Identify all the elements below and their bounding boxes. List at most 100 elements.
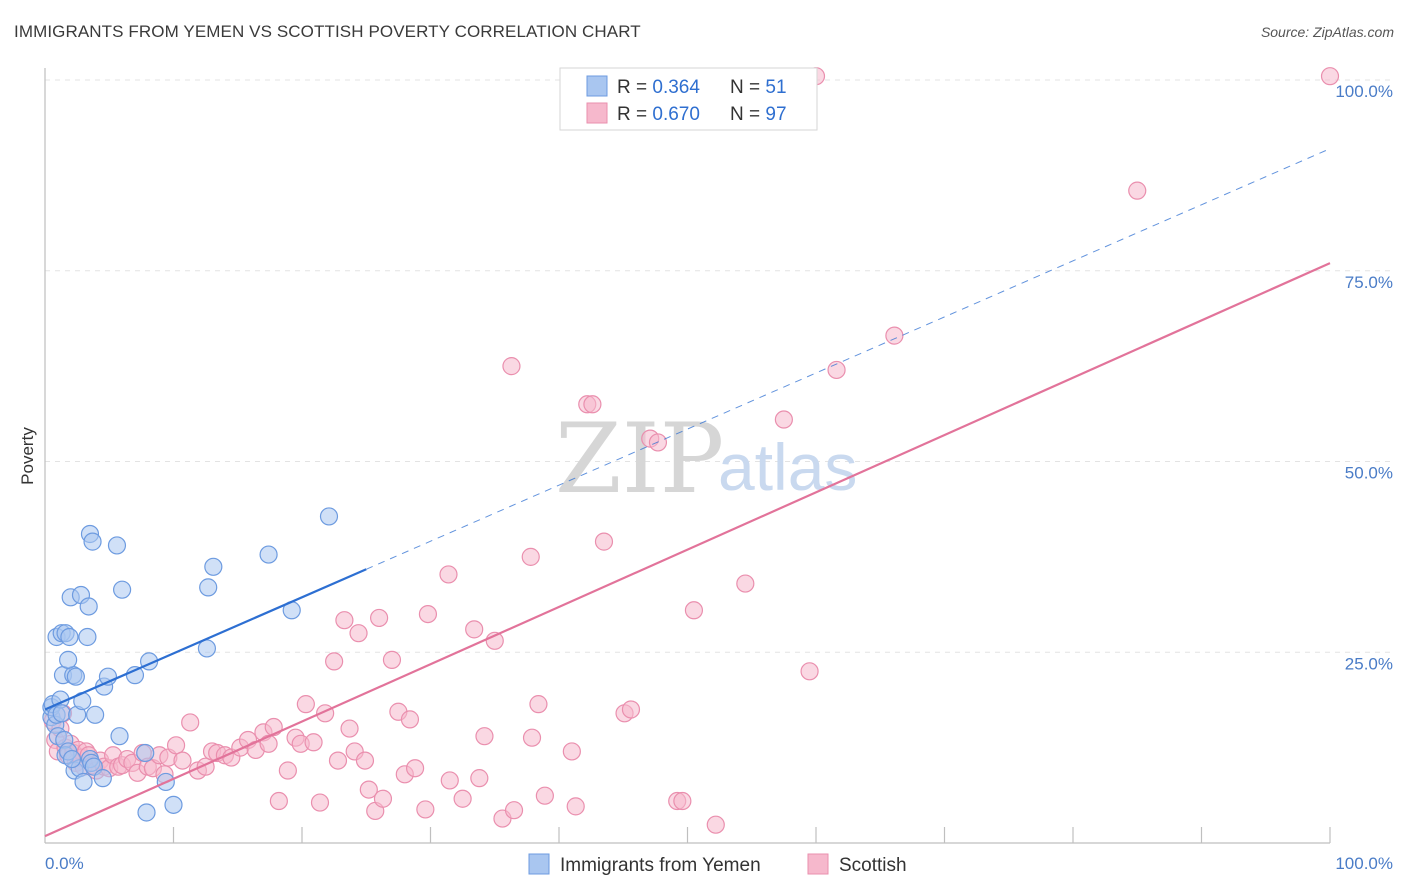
- source-label: Source: ZipAtlas.com: [1260, 24, 1394, 40]
- pink-point-52: [304, 733, 323, 752]
- blue-point-40: [112, 580, 132, 599]
- pink-point-77: [470, 769, 489, 788]
- pink-point-56: [328, 751, 348, 770]
- pink-point-87: [566, 797, 585, 816]
- pink-point-55: [325, 652, 344, 671]
- pink-point-85: [535, 786, 554, 805]
- svg-text:R = 0.670: R = 0.670: [617, 104, 700, 125]
- bottom-legend-label-yemen: Immigrants from Yemen: [560, 855, 761, 876]
- pink-point-69: [400, 710, 420, 729]
- stats-legend: R = 0.364 N = 51 R = 0.670 N = 97: [559, 67, 818, 131]
- pink-point-75: [453, 789, 472, 808]
- pink-point-51: [296, 695, 315, 714]
- blue-point-27: [83, 532, 102, 551]
- blue-point-38: [107, 536, 127, 555]
- blue-point-13: [52, 704, 71, 723]
- trend-yemen-solid: [44, 568, 367, 711]
- blue-point-42: [136, 743, 155, 763]
- x-tick-label-1: 100.0%: [1335, 854, 1393, 873]
- pink-point-84: [529, 695, 548, 714]
- pink-point-45: [259, 734, 278, 753]
- legend-n-label-1: N =: [730, 77, 765, 98]
- blue-point-28: [79, 597, 98, 616]
- blue-point-30: [59, 650, 78, 669]
- watermark-zip: ZIP: [555, 403, 724, 515]
- y-tick-label-0: 25.0%: [1345, 654, 1393, 673]
- legend-swatch-pink: [586, 102, 608, 124]
- pink-point-105: [1128, 181, 1147, 200]
- blue-point-35: [93, 769, 112, 788]
- pink-point-73: [440, 771, 459, 790]
- pink-point-65: [373, 789, 393, 808]
- blue-point-50: [259, 545, 278, 564]
- legend-swatch-blue: [586, 75, 608, 97]
- pink-point-100: [774, 410, 793, 429]
- pink-point-83: [522, 728, 542, 747]
- svg-text:N = 51: N = 51: [730, 77, 787, 98]
- blue-point-49: [204, 557, 223, 576]
- pink-point-101: [800, 662, 819, 681]
- blue-point-33: [62, 749, 82, 769]
- y-tick-label-3: 100.0%: [1335, 82, 1393, 101]
- legend-r-label-1: R =: [617, 77, 652, 98]
- blue-point-39: [110, 727, 129, 746]
- pink-point-89: [583, 395, 602, 414]
- blue-point-22: [74, 772, 93, 792]
- pink-point-106: [1320, 67, 1340, 86]
- blue-point-43: [137, 803, 156, 822]
- pink-point-81: [504, 801, 524, 820]
- blue-point-46: [164, 795, 183, 814]
- pink-point-86: [562, 742, 581, 761]
- pink-point-72: [418, 604, 438, 624]
- svg-text:N = 97: N = 97: [730, 104, 787, 125]
- blue-point-23: [78, 627, 97, 647]
- y-tick-label-1: 50.0%: [1345, 464, 1393, 483]
- pink-point-53: [310, 793, 330, 812]
- pink-point-98: [706, 815, 725, 834]
- pink-point-62: [359, 780, 378, 799]
- pink-point-104: [502, 357, 521, 376]
- y-tick-label-2: 75.0%: [1345, 273, 1393, 292]
- x-tick-marks: [172, 827, 1331, 843]
- svg-text:R = 0.364: R = 0.364: [617, 77, 700, 98]
- legend-n-value-1: 51: [765, 77, 786, 98]
- pink-point-71: [416, 800, 435, 819]
- bottom-legend-label-scottish: Scottish: [839, 855, 907, 876]
- trend-lines: [44, 148, 1331, 838]
- legend-r-label-2: R =: [617, 104, 652, 125]
- blue-point-52: [319, 507, 339, 526]
- pink-point-64: [370, 608, 389, 628]
- pink-point-78: [475, 727, 494, 746]
- pink-point-57: [335, 611, 354, 630]
- pink-point-47: [269, 791, 288, 811]
- blue-point-48: [199, 578, 218, 597]
- chart-title: IMMIGRANTS FROM YEMEN VS SCOTTISH POVERT…: [14, 22, 641, 41]
- pink-point-74: [439, 565, 458, 584]
- blue-point-17: [66, 667, 85, 686]
- pink-point-90: [594, 532, 614, 551]
- pink-point-61: [355, 751, 375, 770]
- pink-point-82: [521, 547, 540, 566]
- series-legend: Immigrants from Yemen Scottish: [528, 853, 907, 876]
- bottom-legend-swatch-yemen: [528, 853, 550, 875]
- watermark-atlas: atlas: [718, 430, 857, 504]
- y-tick-labels: 25.0% 50.0% 75.0% 100.0%: [1335, 82, 1393, 673]
- bottom-legend-swatch-scottish: [807, 853, 829, 875]
- pink-point-58: [340, 719, 359, 738]
- y-axis-label: Poverty: [18, 427, 37, 485]
- pink-point-66: [382, 650, 402, 669]
- legend-r-value-1: 0.364: [652, 77, 700, 98]
- pink-point-33: [173, 751, 192, 770]
- blue-point-34: [86, 705, 105, 724]
- blue-point-12: [60, 627, 79, 647]
- pink-point-92: [621, 700, 641, 719]
- pink-point-60: [349, 624, 368, 643]
- pink-point-96: [673, 791, 692, 811]
- pink-point-76: [465, 620, 484, 639]
- pink-point-99: [736, 574, 755, 593]
- pink-point-70: [405, 759, 425, 778]
- x-tick-label-0: 0.0%: [45, 854, 84, 873]
- pink-point-103: [885, 326, 904, 345]
- gridlines: [45, 79, 1394, 653]
- pink-point-97: [684, 601, 704, 620]
